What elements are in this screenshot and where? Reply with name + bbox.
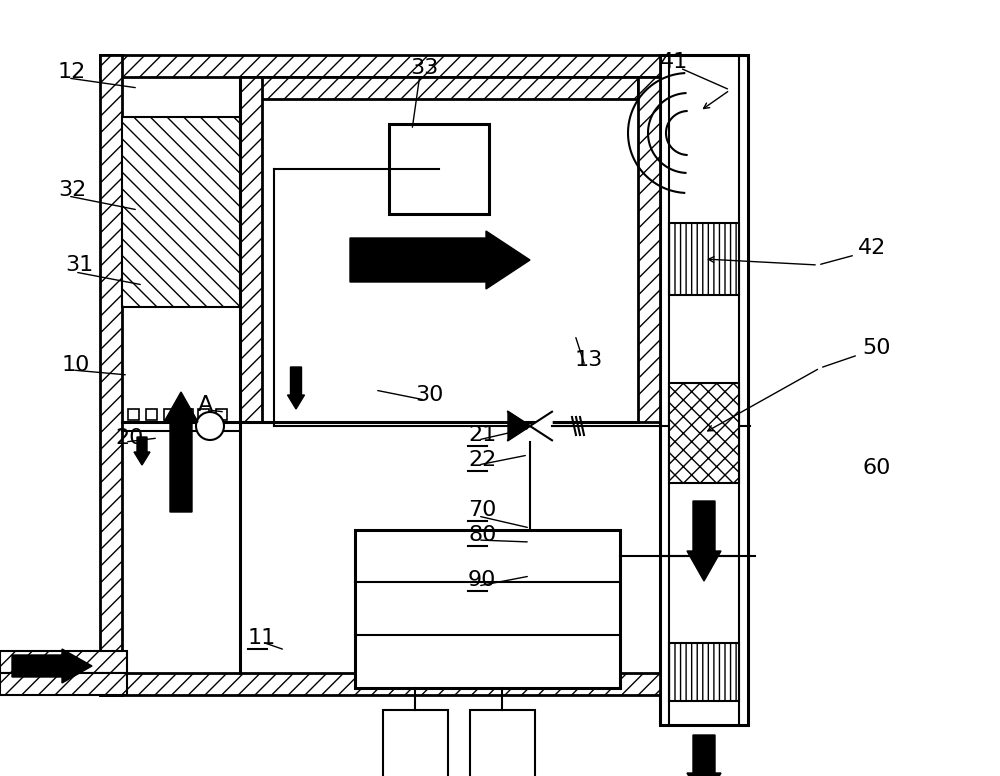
- Text: 90: 90: [468, 570, 496, 590]
- Bar: [389, 124, 489, 214]
- Bar: [240, 77, 638, 99]
- Text: 13: 13: [575, 350, 603, 370]
- Bar: [669, 643, 739, 701]
- FancyArrow shape: [288, 367, 304, 409]
- Polygon shape: [530, 412, 552, 440]
- Bar: [0, 651, 127, 673]
- Bar: [182, 409, 193, 420]
- FancyArrowPatch shape: [708, 257, 815, 265]
- FancyArrowPatch shape: [704, 92, 728, 109]
- Text: 31: 31: [65, 255, 93, 275]
- Bar: [164, 409, 175, 420]
- Bar: [240, 77, 262, 422]
- Text: 70: 70: [468, 500, 496, 520]
- Bar: [383, 710, 448, 776]
- Bar: [128, 409, 139, 420]
- Text: A: A: [198, 395, 213, 415]
- Bar: [669, 383, 739, 483]
- Text: 33: 33: [410, 58, 438, 78]
- Text: 20: 20: [115, 428, 143, 448]
- Bar: [660, 55, 748, 725]
- FancyArrow shape: [164, 392, 198, 512]
- FancyArrowPatch shape: [708, 369, 818, 431]
- FancyArrow shape: [134, 437, 150, 465]
- Text: 11: 11: [248, 628, 276, 648]
- Text: 22: 22: [468, 450, 496, 470]
- FancyArrow shape: [12, 649, 92, 683]
- Text: 50: 50: [862, 338, 891, 358]
- Text: 80: 80: [468, 525, 496, 545]
- FancyArrow shape: [350, 231, 530, 289]
- Bar: [355, 530, 620, 688]
- Bar: [638, 77, 660, 422]
- Text: 10: 10: [62, 355, 90, 375]
- Text: 60: 60: [862, 458, 890, 478]
- Bar: [146, 409, 157, 420]
- Bar: [216, 409, 227, 420]
- Bar: [100, 673, 660, 695]
- Text: 21: 21: [468, 425, 496, 445]
- Bar: [122, 117, 240, 307]
- Bar: [470, 710, 535, 776]
- Bar: [180, 409, 191, 420]
- Bar: [100, 55, 122, 695]
- Bar: [198, 409, 209, 420]
- FancyArrow shape: [687, 501, 721, 581]
- Bar: [100, 55, 660, 77]
- Bar: [669, 223, 739, 295]
- Text: 32: 32: [58, 180, 86, 200]
- Circle shape: [196, 412, 224, 440]
- Text: 42: 42: [858, 238, 886, 258]
- Text: 12: 12: [58, 62, 86, 82]
- Text: 41: 41: [660, 52, 688, 72]
- FancyArrow shape: [687, 735, 721, 776]
- Bar: [0, 673, 127, 695]
- Polygon shape: [508, 412, 530, 440]
- Text: 30: 30: [415, 385, 443, 405]
